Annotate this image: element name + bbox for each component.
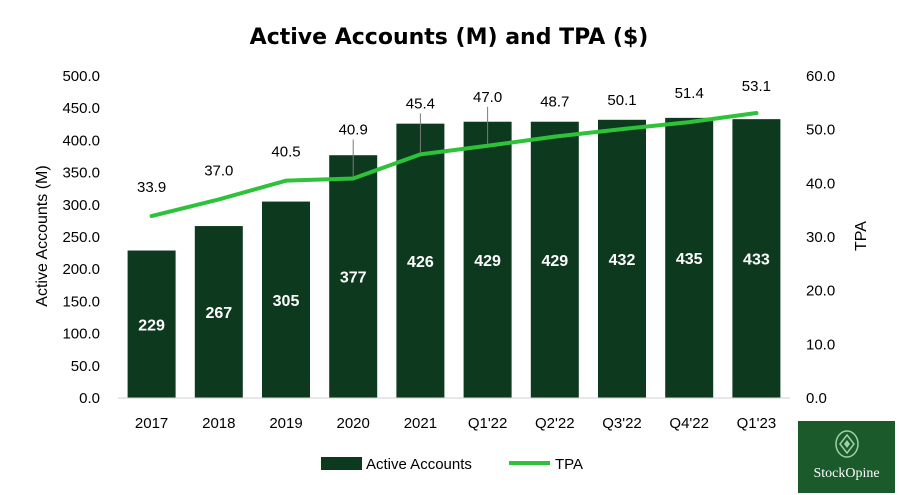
y-tick-label: 300.0 bbox=[62, 197, 100, 214]
legend-label-tpa: TPA bbox=[555, 456, 583, 473]
tpa-value-label: 51.4 bbox=[675, 85, 704, 102]
bar bbox=[127, 250, 176, 398]
right-axis-ticks: 0.0 10.0 20.0 30.0 40.0 50.0 60.0 bbox=[806, 68, 835, 407]
legend: Active Accounts TPA bbox=[321, 456, 583, 473]
tpa-value-label: 48.7 bbox=[540, 94, 569, 111]
y-tick-label: 200.0 bbox=[62, 261, 100, 278]
y-tick-label: 0.0 bbox=[79, 390, 100, 407]
bar bbox=[194, 226, 243, 398]
bar-value-label: 433 bbox=[743, 252, 770, 269]
y2-tick-label: 20.0 bbox=[806, 283, 835, 300]
bar-value-label: 267 bbox=[205, 305, 232, 322]
y-tick-label: 500.0 bbox=[62, 68, 100, 85]
legend-swatch-active-accounts bbox=[321, 457, 362, 470]
bar-value-label: 426 bbox=[407, 254, 434, 271]
diamond-logo-icon bbox=[835, 430, 859, 458]
bar-value-label: 429 bbox=[474, 253, 501, 270]
tpa-value-label: 53.1 bbox=[742, 78, 771, 95]
tpa-value-label: 47.0 bbox=[473, 89, 502, 106]
x-tick-label: 2021 bbox=[404, 415, 437, 432]
tpa-value-label: 37.0 bbox=[204, 162, 233, 179]
y2-axis-label: TPA bbox=[853, 221, 870, 251]
bar bbox=[598, 119, 646, 399]
bar bbox=[329, 155, 378, 398]
x-axis-ticks: 2017 2018 2019 2020 2021 Q1'22 Q2'22 Q3'22 Q4'22… bbox=[135, 415, 776, 432]
y-tick-label: 150.0 bbox=[62, 293, 100, 310]
x-tick-label: Q1'23 bbox=[737, 415, 777, 432]
bar-value-label: 432 bbox=[609, 252, 636, 269]
left-axis-ticks: 0.0 50.0 100.0 150.0 200.0 250.0 300.0 350.0 400… bbox=[62, 68, 100, 407]
x-tick-label: Q1'22 bbox=[468, 415, 508, 432]
tpa-value-label: 40.9 bbox=[339, 122, 368, 139]
y2-tick-label: 60.0 bbox=[806, 68, 835, 85]
y-axis-label: Active Accounts (M) bbox=[34, 165, 51, 306]
bar-series: 229 267 305 377 426 429 429 432 435 433 bbox=[127, 117, 781, 399]
x-tick-label: Q4'22 bbox=[669, 415, 709, 432]
tpa-line bbox=[149, 111, 759, 219]
legend-label-active-accounts: Active Accounts bbox=[366, 456, 472, 473]
bar-value-label: 305 bbox=[273, 293, 300, 310]
bar bbox=[463, 121, 512, 398]
leader-lines bbox=[352, 106, 489, 177]
x-tick-label: Q3'22 bbox=[602, 415, 642, 432]
x-tick-label: 2017 bbox=[135, 415, 168, 432]
bar-value-label: 435 bbox=[676, 251, 703, 268]
y-tick-label: 100.0 bbox=[62, 326, 100, 343]
bar bbox=[262, 201, 310, 398]
x-tick-label: 2019 bbox=[269, 415, 302, 432]
y2-tick-label: 0.0 bbox=[806, 390, 827, 407]
x-tick-label: Q2'22 bbox=[535, 415, 575, 432]
tpa-value-label: 50.1 bbox=[607, 92, 636, 109]
bar-value-label: 377 bbox=[340, 270, 367, 287]
tpa-value-label: 45.4 bbox=[406, 95, 435, 112]
bar bbox=[732, 119, 781, 398]
x-tick-label: 2018 bbox=[202, 415, 235, 432]
y2-tick-label: 10.0 bbox=[806, 336, 835, 353]
bar bbox=[665, 117, 714, 399]
y2-tick-label: 30.0 bbox=[806, 229, 835, 246]
chart-title: Active Accounts (M) and TPA ($) bbox=[250, 25, 649, 50]
stockopine-logo-text: StockOpine bbox=[813, 466, 880, 481]
bar bbox=[530, 121, 579, 398]
y2-tick-label: 50.0 bbox=[806, 122, 835, 139]
bar-value-label: 429 bbox=[541, 253, 568, 270]
y2-tick-label: 40.0 bbox=[806, 175, 835, 192]
y-tick-label: 50.0 bbox=[71, 358, 100, 375]
y-tick-label: 400.0 bbox=[62, 132, 100, 149]
bar bbox=[396, 123, 445, 398]
tpa-value-label: 40.5 bbox=[271, 144, 300, 161]
x-tick-label: 2020 bbox=[337, 415, 370, 432]
stockopine-logo: StockOpine bbox=[798, 421, 895, 493]
tpa-value-label: 33.9 bbox=[137, 179, 166, 196]
y-tick-label: 350.0 bbox=[62, 165, 100, 182]
y-tick-label: 450.0 bbox=[62, 100, 100, 117]
line-series: 33.9 37.0 40.5 40.9 45.4 47.0 48.7 50.1 51.4 53.1 bbox=[137, 78, 771, 219]
y-tick-label: 250.0 bbox=[62, 229, 100, 246]
bar-value-label: 229 bbox=[138, 317, 165, 334]
